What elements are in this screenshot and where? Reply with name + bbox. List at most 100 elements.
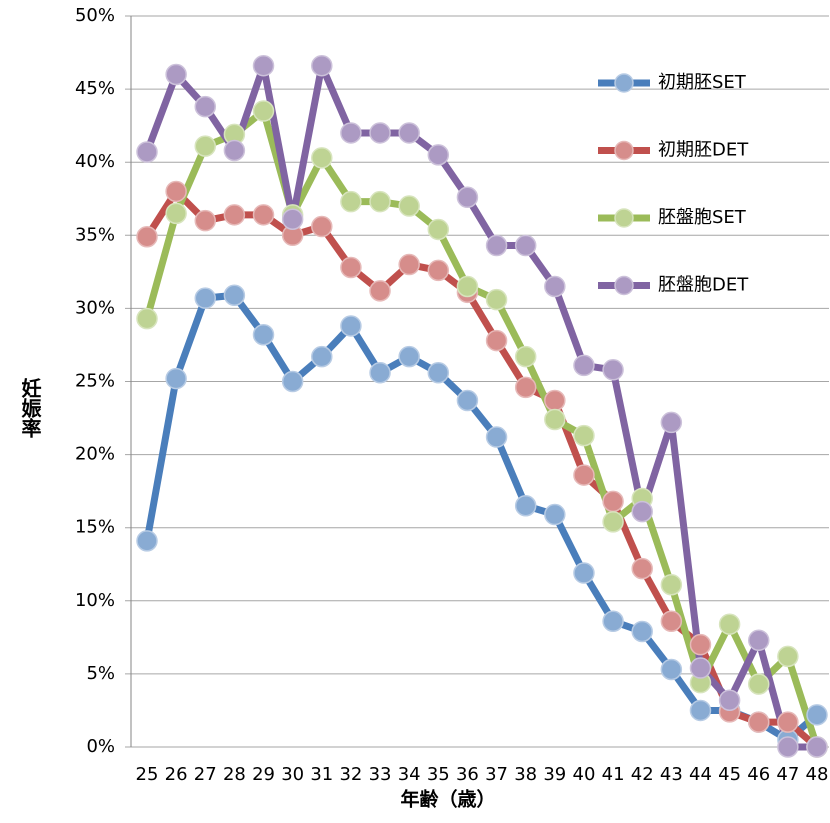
data-point (602, 610, 624, 633)
data-point (747, 629, 770, 652)
y-tick-label: 30% (75, 297, 115, 318)
data-point (777, 736, 799, 758)
data-point (602, 511, 624, 533)
data-point (602, 490, 624, 513)
data-point (136, 141, 158, 163)
data-point (340, 190, 362, 213)
legend-marker (614, 275, 634, 296)
data-point (544, 389, 566, 412)
data-point (194, 135, 217, 157)
data-point (281, 370, 304, 393)
x-tick-label: 39 (543, 764, 566, 785)
data-point (136, 307, 158, 330)
data-point (311, 54, 333, 77)
data-point (747, 711, 770, 733)
data-point (194, 287, 217, 309)
data-point (369, 190, 391, 213)
data-point (252, 204, 275, 226)
x-tick-label: 30 (281, 764, 304, 785)
data-point (427, 361, 450, 384)
data-point (485, 329, 508, 352)
x-tick-label: 34 (398, 764, 421, 785)
x-tick-label: 43 (660, 764, 683, 785)
data-point (223, 284, 246, 306)
x-tick-label: 40 (573, 764, 596, 785)
data-point (194, 209, 217, 232)
data-point (544, 503, 566, 526)
data-point (689, 657, 712, 679)
data-point (398, 195, 420, 217)
x-tick-label: 48 (806, 764, 829, 785)
data-point (660, 658, 683, 681)
data-point (514, 376, 537, 399)
x-tick-label: 32 (339, 764, 362, 785)
data-point (485, 234, 508, 257)
data-point (456, 186, 479, 209)
data-point (573, 424, 595, 447)
x-tick-label: 28 (223, 764, 246, 785)
data-point (631, 500, 653, 523)
x-tick-label: 37 (485, 764, 508, 785)
data-point (194, 95, 217, 118)
x-tick-label: 31 (310, 764, 333, 785)
data-point (544, 275, 566, 298)
data-point (747, 673, 770, 695)
x-tick-label: 45 (718, 764, 741, 785)
legend-marker (614, 73, 634, 93)
y-tick-label: 50% (75, 5, 115, 26)
x-tick-label: 47 (776, 764, 799, 785)
data-point (485, 288, 508, 311)
data-point (660, 573, 683, 596)
legend-label: 胚盤胞DET (658, 275, 749, 296)
x-tick-label: 38 (514, 764, 537, 785)
data-point (165, 367, 187, 390)
y-tick-label: 10% (75, 590, 115, 611)
data-point (281, 208, 304, 230)
data-point (718, 613, 741, 635)
data-point (573, 464, 595, 486)
y-tick-label: 45% (75, 78, 115, 99)
data-point (165, 180, 187, 203)
data-point (340, 122, 362, 144)
data-point (223, 139, 246, 162)
data-point (136, 530, 158, 552)
data-point (398, 122, 420, 144)
data-point (514, 495, 537, 517)
data-point (311, 147, 333, 169)
y-tick-label: 25% (75, 371, 115, 392)
data-point (427, 144, 450, 166)
data-point (573, 354, 595, 377)
x-tick-label: 29 (252, 764, 275, 785)
y-tick-label: 35% (75, 224, 115, 245)
data-point (311, 215, 333, 238)
data-point (165, 202, 187, 225)
y-tick-label: 15% (75, 517, 115, 538)
x-tick-label: 25 (136, 764, 159, 785)
legend-label: 胚盤胞SET (658, 207, 747, 228)
data-point (165, 63, 187, 86)
y-tick-label: 40% (75, 151, 115, 172)
data-point (252, 323, 275, 346)
y-tick-label: 5% (86, 663, 115, 684)
data-point (689, 633, 712, 656)
data-point (369, 361, 391, 384)
data-point (252, 100, 275, 122)
data-point (427, 259, 450, 282)
data-point (689, 699, 712, 722)
y-axis-title: 妊娠率 (18, 377, 42, 439)
data-point (514, 345, 537, 368)
data-point (777, 645, 799, 668)
x-tick-label: 35 (427, 764, 450, 785)
data-point (631, 620, 653, 643)
data-point (718, 689, 741, 711)
x-tick-label: 36 (456, 764, 479, 785)
legend-marker (614, 208, 634, 228)
x-tick-label: 42 (631, 764, 654, 785)
data-point (252, 54, 275, 77)
x-tick-label: 33 (369, 764, 392, 785)
data-point (660, 610, 683, 633)
data-point (398, 345, 420, 368)
data-point (806, 736, 828, 758)
data-point (311, 345, 333, 368)
